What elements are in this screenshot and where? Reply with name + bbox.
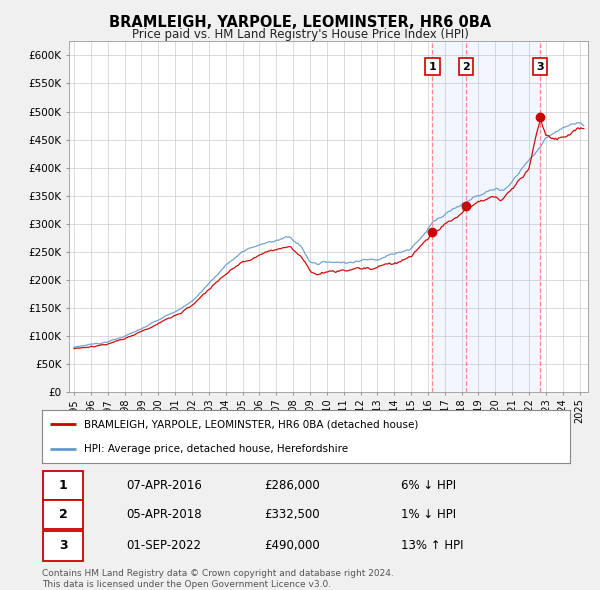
- Text: 1: 1: [59, 479, 67, 492]
- Text: BRAMLEIGH, YARPOLE, LEOMINSTER, HR6 0BA (detached house): BRAMLEIGH, YARPOLE, LEOMINSTER, HR6 0BA …: [84, 419, 419, 430]
- Text: £286,000: £286,000: [264, 479, 320, 492]
- Text: 1: 1: [428, 61, 436, 71]
- Text: £490,000: £490,000: [264, 539, 320, 552]
- Text: 3: 3: [59, 539, 67, 552]
- Text: 13% ↑ HPI: 13% ↑ HPI: [401, 539, 464, 552]
- FancyBboxPatch shape: [43, 532, 83, 560]
- Text: 2: 2: [59, 508, 67, 522]
- Text: 6% ↓ HPI: 6% ↓ HPI: [401, 479, 456, 492]
- Text: Price paid vs. HM Land Registry's House Price Index (HPI): Price paid vs. HM Land Registry's House …: [131, 28, 469, 41]
- Text: HPI: Average price, detached house, Herefordshire: HPI: Average price, detached house, Here…: [84, 444, 349, 454]
- Text: 1% ↓ HPI: 1% ↓ HPI: [401, 508, 456, 522]
- Text: 2: 2: [462, 61, 470, 71]
- Text: Contains HM Land Registry data © Crown copyright and database right 2024.
This d: Contains HM Land Registry data © Crown c…: [42, 569, 394, 589]
- FancyBboxPatch shape: [43, 500, 83, 529]
- Text: 07-APR-2016: 07-APR-2016: [127, 479, 202, 492]
- Text: 05-APR-2018: 05-APR-2018: [127, 508, 202, 522]
- FancyBboxPatch shape: [43, 471, 83, 500]
- Text: £332,500: £332,500: [264, 508, 319, 522]
- Text: BRAMLEIGH, YARPOLE, LEOMINSTER, HR6 0BA: BRAMLEIGH, YARPOLE, LEOMINSTER, HR6 0BA: [109, 15, 491, 30]
- Text: 3: 3: [536, 61, 544, 71]
- Bar: [433, 41, 541, 392]
- Text: 01-SEP-2022: 01-SEP-2022: [127, 539, 202, 552]
